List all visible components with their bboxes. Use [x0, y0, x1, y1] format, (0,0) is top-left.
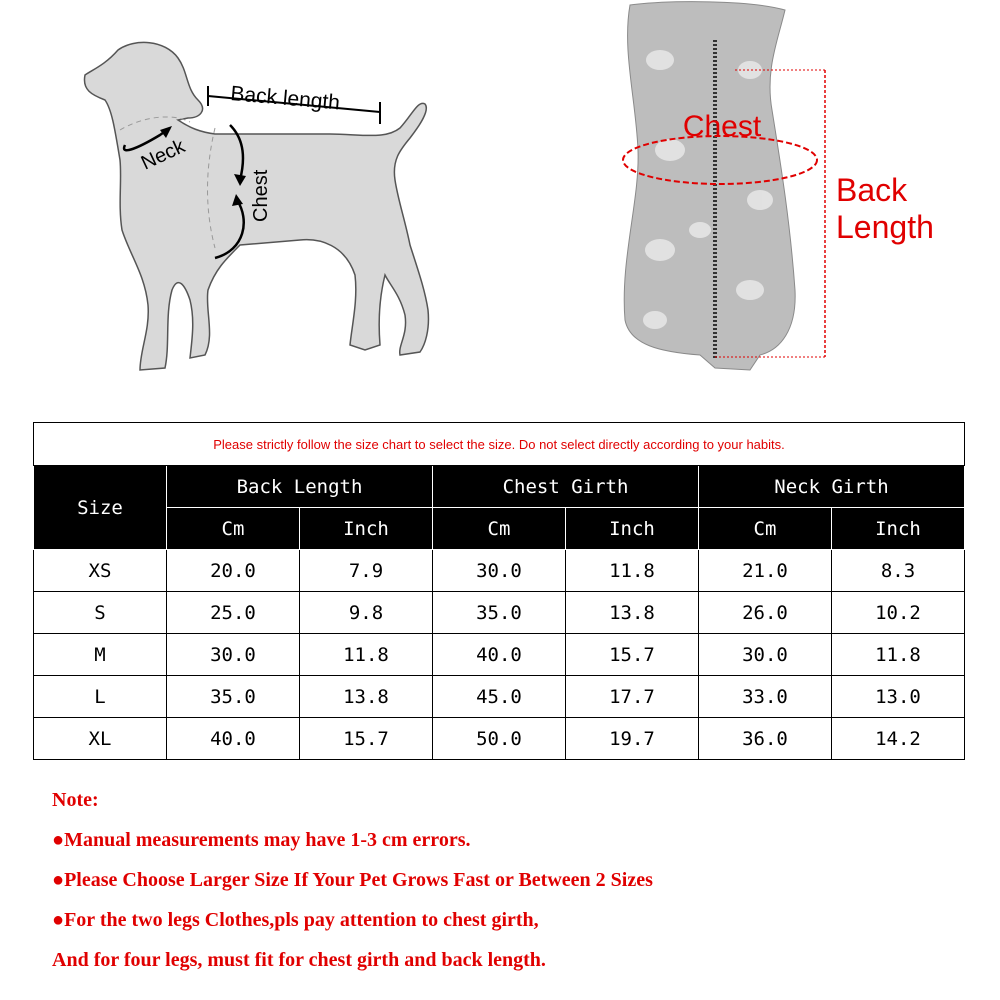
measurement-cell: 13.8: [299, 675, 433, 718]
chest-measure-ellipse: [622, 135, 818, 185]
measurement-cell: 15.7: [299, 717, 433, 760]
back-length-label: Back length: [230, 82, 341, 114]
neck-arrow-icon: [122, 126, 171, 152]
size-header: Size: [33, 465, 167, 550]
unit-header: Cm: [166, 507, 300, 550]
chest-girth-header: Chest Girth: [432, 465, 699, 508]
garment-length-label: Length: [836, 209, 934, 245]
chest-arrow-icon: [229, 124, 245, 181]
measurement-cell: 9.8: [299, 591, 433, 634]
table-row: S 25.0 9.8 35.0 13.8 26.0 10.2: [33, 591, 965, 634]
back-length-header: Back Length: [166, 465, 433, 508]
measurement-cell: 21.0: [698, 549, 832, 592]
measurement-cell: 26.0: [698, 591, 832, 634]
dog-measurement-diagram: Back length Neck Chest: [83, 41, 430, 371]
measurement-cell: 36.0: [698, 717, 832, 760]
table-row: M 30.0 11.8 40.0 15.7 30.0 11.8: [33, 633, 965, 676]
back-length-line: [207, 95, 381, 113]
chest-guide: [207, 127, 216, 249]
fleece-vest-image: [623, 1, 796, 371]
garment-measurement-diagram: Chest Back Length: [622, 1, 934, 371]
size-notice: Please strictly follow the size chart to…: [33, 422, 965, 466]
size-cell: XL: [33, 717, 167, 760]
measurement-cell: 33.0: [698, 675, 832, 718]
size-cell: L: [33, 675, 167, 718]
measurement-cell: 50.0: [432, 717, 566, 760]
unit-header: Inch: [565, 507, 699, 550]
neck-girth-header: Neck Girth: [698, 465, 965, 508]
measurement-cell: 13.8: [565, 591, 699, 634]
note-line: ●Manual measurements may have 1-3 cm err…: [52, 829, 471, 851]
measurement-cell: 30.0: [698, 633, 832, 676]
garment-chest-label: Chest: [683, 110, 762, 143]
note-line: ●For the two legs Clothes,pls pay attent…: [52, 909, 539, 931]
measurement-cell: 30.0: [166, 633, 300, 676]
table-row: XS 20.0 7.9 30.0 11.8 21.0 8.3: [33, 549, 965, 592]
measurement-cell: 11.8: [565, 549, 699, 592]
note-title: Note:: [52, 789, 99, 811]
table-row: L 35.0 13.8 45.0 17.7 33.0 13.0: [33, 675, 965, 718]
size-cell: S: [33, 591, 167, 634]
measurement-cell: 14.2: [831, 717, 965, 760]
measurement-cell: 30.0: [432, 549, 566, 592]
measurement-cell: 11.8: [831, 633, 965, 676]
table-row: XL 40.0 15.7 50.0 19.7 36.0 14.2: [33, 717, 965, 760]
measurement-cell: 35.0: [432, 591, 566, 634]
size-cell: M: [33, 633, 167, 676]
note-line: And for four legs, must fit for chest gi…: [52, 949, 546, 971]
size-cell: XS: [33, 549, 167, 592]
measurement-cell: 11.8: [299, 633, 433, 676]
measurement-cell: 19.7: [565, 717, 699, 760]
measurement-cell: 20.0: [166, 549, 300, 592]
measurement-cell: 8.3: [831, 549, 965, 592]
garment-back-label: Back: [836, 172, 908, 208]
unit-header: Cm: [698, 507, 832, 550]
measurement-cell: 17.7: [565, 675, 699, 718]
chest-label: Chest: [250, 169, 272, 222]
measurement-cell: 13.0: [831, 675, 965, 718]
measurement-cell: 7.9: [299, 549, 433, 592]
neck-guide: [119, 116, 191, 131]
measurement-cell: 25.0: [166, 591, 300, 634]
unit-header: Inch: [831, 507, 965, 550]
size-table: Please strictly follow the size chart to…: [33, 422, 965, 760]
measurement-cell: 35.0: [166, 675, 300, 718]
note-line: ●Please Choose Larger Size If Your Pet G…: [52, 869, 653, 891]
unit-header: Inch: [299, 507, 433, 550]
measurement-cell: 15.7: [565, 633, 699, 676]
measurement-cell: 45.0: [432, 675, 566, 718]
measurement-cell: 40.0: [166, 717, 300, 760]
notes: Note: ●Manual measurements may have 1-3 …: [52, 786, 653, 986]
unit-header: Cm: [432, 507, 566, 550]
dog-silhouette: [83, 41, 430, 371]
measurement-cell: 10.2: [831, 591, 965, 634]
measurement-cell: 40.0: [432, 633, 566, 676]
